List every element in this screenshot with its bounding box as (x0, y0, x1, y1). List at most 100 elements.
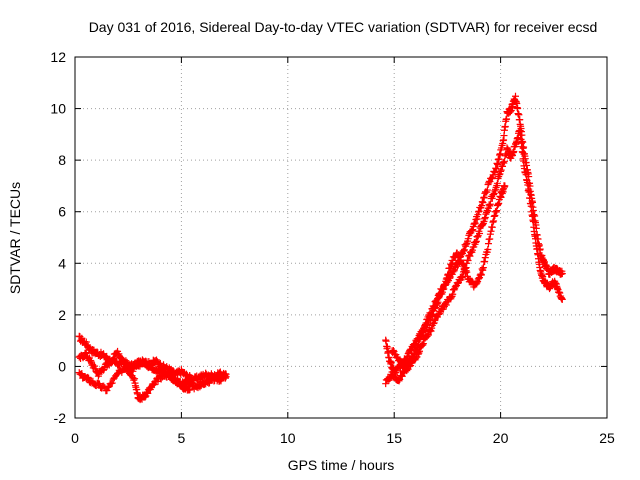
data-point (454, 279, 462, 287)
data-point (497, 166, 505, 174)
data-point (407, 357, 415, 365)
data-point (488, 223, 496, 231)
data-point (156, 359, 164, 367)
data-point (460, 246, 468, 254)
data-point (450, 267, 458, 275)
data-point (458, 260, 466, 268)
data-series (382, 92, 566, 377)
data-point (558, 295, 566, 303)
y-tick-label: 10 (50, 101, 66, 117)
y-tick-label: 2 (58, 307, 66, 323)
data-point (486, 202, 494, 210)
data-point (493, 179, 501, 187)
data-point (499, 162, 507, 170)
x-axis-label: GPS time / hours (288, 457, 395, 473)
data-point (442, 275, 450, 283)
data-point (469, 246, 477, 254)
data-point (82, 338, 90, 346)
x-tick-label: 20 (493, 430, 509, 446)
data-point (478, 202, 486, 210)
data-point (414, 342, 422, 350)
data-point (453, 262, 461, 270)
chart-title: Day 031 of 2016, Sidereal Day-to-day VTE… (89, 19, 598, 35)
data-point (78, 370, 86, 378)
data-point (484, 240, 492, 248)
data-point (404, 360, 412, 368)
y-tick-label: 4 (58, 255, 66, 271)
data-point (395, 377, 403, 385)
data-point (478, 198, 486, 206)
y-tick-label: 12 (50, 49, 66, 65)
data-point (450, 286, 458, 294)
data-point (412, 346, 420, 354)
data-point (446, 264, 454, 272)
data-point (491, 187, 499, 195)
data-point (383, 343, 391, 351)
data-point (457, 256, 465, 264)
data-point (519, 149, 527, 157)
data-point (449, 259, 457, 267)
y-tick-label: 0 (58, 358, 66, 374)
data-point (401, 364, 409, 372)
y-tick-label: -2 (54, 410, 67, 426)
data-point (82, 349, 90, 357)
data-point (141, 393, 149, 401)
data-point (433, 299, 441, 307)
data-point (424, 321, 432, 329)
data-point (486, 200, 494, 208)
data-point (186, 386, 194, 394)
data-point (419, 328, 427, 336)
data-point (419, 331, 427, 339)
data-point (489, 218, 497, 226)
data-point (417, 333, 425, 341)
data-point (481, 215, 489, 223)
data-point (427, 327, 435, 335)
data-point (474, 208, 482, 216)
data-point (440, 285, 448, 293)
y-axis-label: SDTVAR / TECUs (7, 182, 23, 294)
data-point (147, 361, 155, 369)
data-point (491, 168, 499, 176)
data-point (453, 249, 461, 257)
data-point (186, 378, 194, 386)
data-point (462, 240, 470, 248)
data-point (428, 312, 436, 320)
data-point (488, 194, 496, 202)
data-point (473, 215, 481, 223)
data-point (474, 233, 482, 241)
data-point (479, 264, 487, 272)
data-point (483, 186, 491, 194)
data-point (389, 346, 397, 354)
data-point (458, 274, 466, 282)
data-point (503, 115, 511, 123)
data-point (449, 290, 457, 298)
data-point (464, 235, 472, 243)
data-point (472, 238, 480, 246)
x-tick-label: 10 (280, 430, 296, 446)
data-point (419, 340, 427, 348)
data-point (480, 194, 488, 202)
data-point (466, 252, 474, 260)
data-point (110, 354, 118, 362)
data-point (415, 341, 423, 349)
data-point (391, 370, 399, 378)
data-point (493, 159, 501, 167)
data-point (104, 383, 112, 391)
data-point (481, 254, 489, 262)
data-point (491, 212, 499, 220)
data-point (490, 212, 498, 220)
data-point (495, 199, 503, 207)
data-point (123, 365, 131, 373)
data-point (410, 350, 418, 358)
data-point (481, 258, 489, 266)
data-point (490, 217, 498, 225)
data-points (75, 92, 566, 404)
data-point (471, 219, 479, 227)
data-point (463, 268, 471, 276)
data-point (433, 301, 441, 309)
data-point (107, 359, 115, 367)
data-point (442, 301, 450, 309)
data-point (103, 387, 111, 395)
